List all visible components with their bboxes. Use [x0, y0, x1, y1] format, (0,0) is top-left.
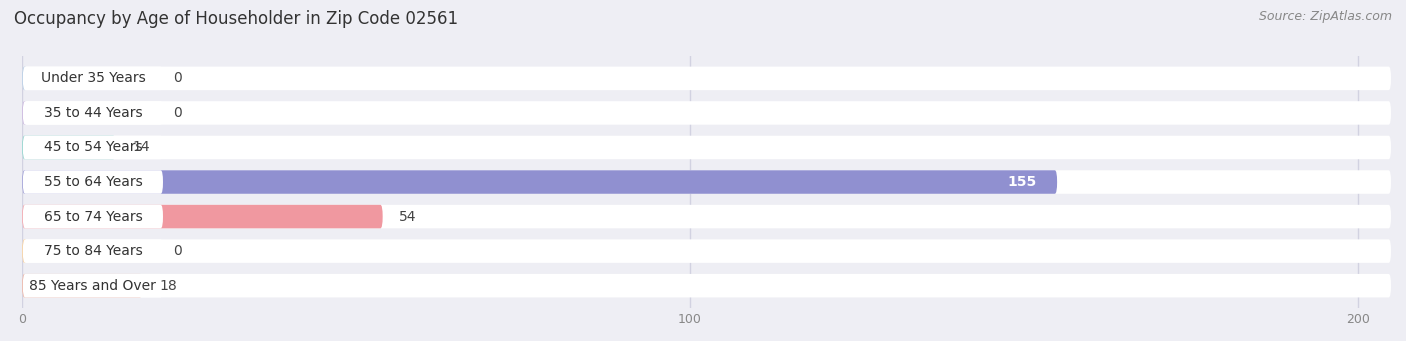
FancyBboxPatch shape: [22, 101, 163, 125]
Text: 75 to 84 Years: 75 to 84 Years: [44, 244, 142, 258]
Text: 45 to 54 Years: 45 to 54 Years: [44, 140, 142, 154]
FancyBboxPatch shape: [22, 66, 163, 90]
FancyBboxPatch shape: [22, 136, 163, 159]
FancyBboxPatch shape: [22, 101, 28, 125]
FancyBboxPatch shape: [22, 274, 1391, 297]
FancyBboxPatch shape: [22, 205, 382, 228]
FancyBboxPatch shape: [22, 239, 1391, 263]
Text: 0: 0: [173, 71, 181, 85]
Text: 85 Years and Over: 85 Years and Over: [30, 279, 156, 293]
Text: 155: 155: [1008, 175, 1038, 189]
FancyBboxPatch shape: [22, 136, 1391, 159]
FancyBboxPatch shape: [22, 170, 1391, 194]
Text: Occupancy by Age of Householder in Zip Code 02561: Occupancy by Age of Householder in Zip C…: [14, 10, 458, 28]
Text: 0: 0: [173, 244, 181, 258]
FancyBboxPatch shape: [22, 239, 163, 263]
FancyBboxPatch shape: [22, 136, 115, 159]
Text: 55 to 64 Years: 55 to 64 Years: [44, 175, 142, 189]
FancyBboxPatch shape: [22, 101, 1391, 125]
FancyBboxPatch shape: [22, 170, 1057, 194]
Text: Source: ZipAtlas.com: Source: ZipAtlas.com: [1258, 10, 1392, 23]
FancyBboxPatch shape: [22, 239, 28, 263]
FancyBboxPatch shape: [22, 205, 1391, 228]
FancyBboxPatch shape: [22, 66, 28, 90]
Text: Under 35 Years: Under 35 Years: [41, 71, 145, 85]
FancyBboxPatch shape: [22, 66, 1391, 90]
FancyBboxPatch shape: [22, 205, 163, 228]
Text: 14: 14: [132, 140, 150, 154]
FancyBboxPatch shape: [22, 170, 163, 194]
FancyBboxPatch shape: [22, 274, 142, 297]
FancyBboxPatch shape: [22, 274, 163, 297]
Text: 35 to 44 Years: 35 to 44 Years: [44, 106, 142, 120]
Text: 65 to 74 Years: 65 to 74 Years: [44, 210, 142, 224]
Text: 0: 0: [173, 106, 181, 120]
Text: 54: 54: [399, 210, 416, 224]
Text: 18: 18: [159, 279, 177, 293]
